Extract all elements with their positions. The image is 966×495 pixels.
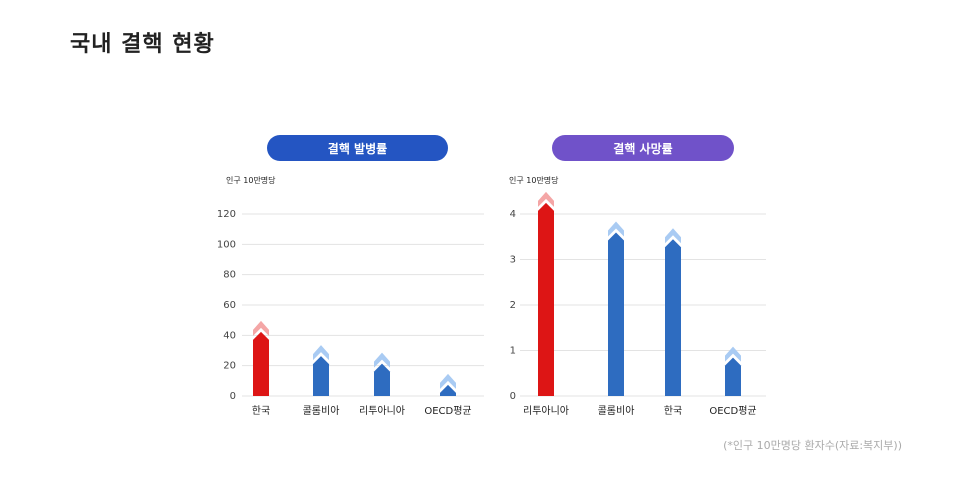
mortality-y-tick-label: 4 xyxy=(510,209,516,220)
incidence-bar-cap xyxy=(253,320,269,336)
incidence-bar-cap xyxy=(313,345,329,361)
source-footnote: (*인구 10만명당 환자수(자료:복지부)) xyxy=(723,439,902,452)
mortality-chart-title: 결핵 사망률 xyxy=(552,135,734,161)
mortality-unit-label: 인구 10만명당 xyxy=(509,175,559,185)
mortality-bar-cap xyxy=(665,228,681,244)
mortality-x-tick-label: 리투아니아 xyxy=(523,405,569,417)
incidence-x-tick-label: 콜롬비아 xyxy=(303,405,340,417)
mortality-x-tick-label: 콜롬비아 xyxy=(598,405,635,417)
incidence-y-tick-label: 20 xyxy=(223,361,236,372)
incidence-x-tick-label: 한국 xyxy=(252,405,270,417)
mortality-bar-cap xyxy=(538,191,554,207)
mortality-y-tick-label: 3 xyxy=(510,255,516,266)
incidence-bar-cap xyxy=(374,352,390,368)
incidence-x-tick-label: 리투아니아 xyxy=(359,405,405,417)
mortality-bar xyxy=(538,202,554,396)
mortality-bar xyxy=(608,232,624,396)
mortality-y-tick-label: 2 xyxy=(510,300,516,311)
incidence-x-tick-label: OECD평균 xyxy=(424,405,471,417)
incidence-bar xyxy=(313,356,329,396)
incidence-bar xyxy=(374,363,390,396)
mortality-x-tick-label: OECD평균 xyxy=(709,405,756,417)
mortality-bar xyxy=(725,357,741,396)
page-title: 국내 결핵 현황 xyxy=(70,32,215,57)
incidence-bar xyxy=(440,384,456,396)
mortality-y-tick-label: 1 xyxy=(510,346,516,357)
mortality-bar-cap xyxy=(608,221,624,237)
incidence-bar-cap xyxy=(440,373,456,389)
mortality-y-tick-label: 0 xyxy=(510,391,516,402)
mortality-bar xyxy=(665,239,681,396)
incidence-y-tick-label: 80 xyxy=(223,270,236,281)
incidence-chart-title: 결핵 발병률 xyxy=(267,135,448,161)
incidence-y-tick-label: 0 xyxy=(230,391,236,402)
incidence-y-tick-label: 120 xyxy=(217,209,236,220)
incidence-y-tick-label: 100 xyxy=(217,239,236,250)
incidence-y-tick-label: 60 xyxy=(223,300,236,311)
incidence-bar xyxy=(253,331,269,396)
incidence-y-tick-label: 40 xyxy=(223,330,236,341)
mortality-x-tick-label: 한국 xyxy=(664,405,682,417)
mortality-bar-cap xyxy=(725,346,741,362)
incidence-unit-label: 인구 10만명당 xyxy=(226,175,276,185)
